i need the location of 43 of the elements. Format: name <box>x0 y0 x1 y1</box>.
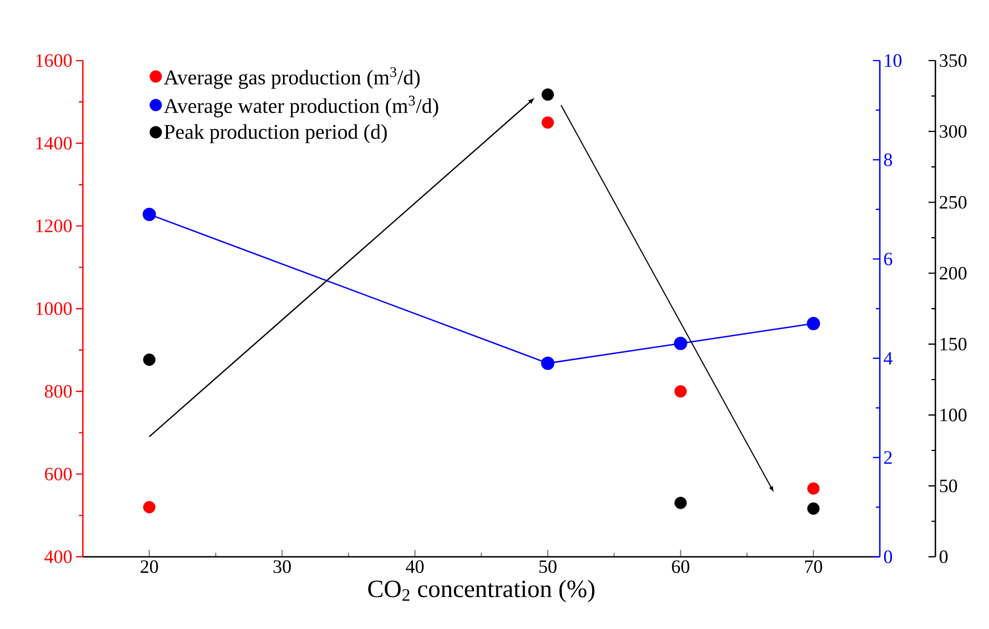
x-tick-label: 30 <box>274 560 291 573</box>
point <box>143 500 156 514</box>
y2-tick-label: 8 <box>884 153 892 166</box>
y-tick-label: 800 <box>44 384 72 398</box>
y-tick-label: 1400 <box>36 136 72 150</box>
y3-tick-label: 250 <box>940 196 966 209</box>
legend-label: Average water production (m$^{3}$/d) <box>164 96 438 118</box>
x-axis-title: CO$_{2}$ concentration (%) <box>368 580 594 602</box>
y3-tick-label: 200 <box>940 266 966 280</box>
y3-tick-label: 100 <box>940 408 966 422</box>
y-tick-label: 600 <box>44 468 72 480</box>
legend-label: Average gas production (m$^{3}$/d) <box>164 67 420 89</box>
y3-tick-label: 150 <box>940 338 966 350</box>
x-tick-label: 50 <box>539 560 556 573</box>
point <box>143 353 156 366</box>
y3-tick-label: 0 <box>940 550 948 564</box>
y3-tick-label: 350 <box>940 54 966 67</box>
point <box>674 336 688 350</box>
point <box>674 496 687 509</box>
y-tick-label: 400 <box>44 550 72 564</box>
y-tick-label: 1000 <box>36 302 72 315</box>
y-tick-label: 1200 <box>36 219 72 232</box>
point <box>674 385 687 398</box>
y-tick-label: 1600 <box>36 54 72 67</box>
point <box>142 208 156 221</box>
point <box>807 502 820 515</box>
point <box>542 116 554 129</box>
y3-tick-label: 300 <box>940 124 966 138</box>
y2-tick-label: 0 <box>884 550 892 564</box>
y3-tick-label: 50 <box>940 479 958 492</box>
x-tick-label: 40 <box>406 560 424 573</box>
y2-tick-label: 2 <box>884 451 892 464</box>
point <box>542 88 554 101</box>
y2-tick-label: 4 <box>884 352 892 364</box>
y2-tick-label: 6 <box>884 252 892 266</box>
x-tick-label: 60 <box>672 560 690 573</box>
legend-label: Peak production period (d) <box>164 124 387 144</box>
x-tick-label: 70 <box>805 560 822 573</box>
x-tick-label: 20 <box>140 560 158 573</box>
y2-tick-label: 10 <box>884 54 902 67</box>
point <box>807 482 820 495</box>
point <box>806 316 820 330</box>
point <box>541 356 554 370</box>
